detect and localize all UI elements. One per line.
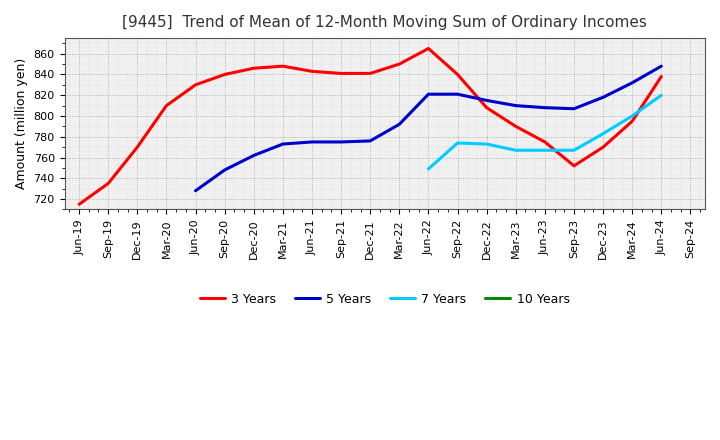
3 Years [220, 72, 229, 77]
Title: [9445]  Trend of Mean of 12-Month Moving Sum of Ordinary Incomes: [9445] Trend of Mean of 12-Month Moving … [122, 15, 647, 30]
3 Years [541, 139, 549, 145]
5 Years [541, 105, 549, 110]
5 Years [366, 138, 374, 143]
3 Years [192, 82, 200, 88]
3 Years [307, 69, 316, 74]
5 Years [628, 80, 636, 85]
5 Years [307, 139, 316, 145]
Line: 7 Years: 7 Years [428, 95, 662, 169]
7 Years [657, 92, 666, 98]
3 Years [570, 163, 578, 169]
7 Years [628, 114, 636, 119]
3 Years [279, 63, 287, 69]
7 Years [541, 148, 549, 153]
3 Years [599, 144, 608, 150]
Y-axis label: Amount (million yen): Amount (million yen) [15, 58, 28, 189]
7 Years [599, 131, 608, 136]
3 Years [511, 124, 520, 129]
Line: 5 Years: 5 Years [196, 66, 662, 191]
3 Years [162, 103, 171, 108]
5 Years [570, 106, 578, 111]
3 Years [337, 71, 346, 76]
7 Years [570, 148, 578, 153]
3 Years [366, 71, 374, 76]
5 Years [424, 92, 433, 97]
7 Years [424, 166, 433, 172]
Legend: 3 Years, 5 Years, 7 Years, 10 Years: 3 Years, 5 Years, 7 Years, 10 Years [195, 288, 575, 311]
5 Years [482, 98, 491, 103]
5 Years [453, 92, 462, 97]
7 Years [453, 140, 462, 146]
5 Years [279, 141, 287, 147]
5 Years [192, 188, 200, 194]
3 Years [424, 46, 433, 51]
5 Years [220, 167, 229, 172]
3 Years [75, 202, 84, 207]
7 Years [511, 148, 520, 153]
3 Years [104, 181, 112, 186]
5 Years [337, 139, 346, 145]
5 Years [249, 153, 258, 158]
5 Years [395, 122, 404, 127]
3 Years [395, 62, 404, 67]
7 Years [482, 141, 491, 147]
5 Years [511, 103, 520, 108]
3 Years [453, 72, 462, 77]
5 Years [599, 95, 608, 100]
3 Years [628, 118, 636, 124]
5 Years [657, 63, 666, 69]
3 Years [133, 144, 142, 150]
3 Years [657, 74, 666, 79]
3 Years [482, 105, 491, 110]
Line: 3 Years: 3 Years [79, 48, 662, 204]
3 Years [249, 66, 258, 71]
